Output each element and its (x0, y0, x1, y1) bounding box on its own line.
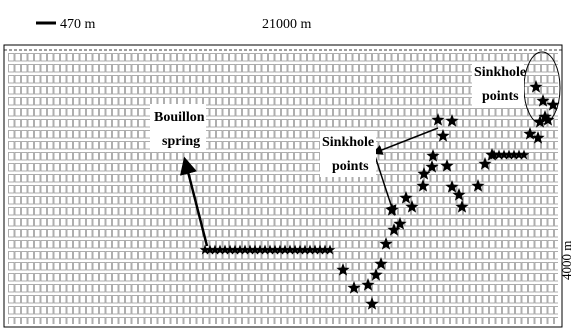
star-icon (214, 244, 226, 255)
bouillon-label-bg (150, 104, 206, 152)
star-icon (369, 268, 383, 281)
star-icon (493, 149, 505, 160)
sinkhole-right-label-bg (472, 62, 524, 108)
star-icon (324, 244, 336, 255)
star-icon (219, 244, 231, 255)
star-icon (536, 94, 550, 107)
star-icon (498, 149, 510, 160)
star-icon (304, 244, 316, 255)
star-icon (274, 244, 286, 255)
bouillon-label-line2: spring (162, 134, 200, 149)
star-icon (379, 237, 393, 250)
star-icon (314, 244, 326, 255)
model-height-label: 4000 m (559, 241, 573, 280)
star-icon (309, 244, 321, 255)
scale-bar-label: 470 m (60, 17, 96, 32)
star-icon (264, 244, 276, 255)
star-icon (361, 278, 375, 291)
star-icon (199, 244, 211, 255)
sinkhole-arrow-down (373, 152, 397, 216)
sinkhole-right-label-line2: points (482, 89, 519, 104)
sinkhole-right-label-line1: Sinkhole (474, 65, 526, 80)
star-icon (508, 149, 520, 160)
sinkhole-stars (199, 80, 560, 310)
star-icon (393, 217, 407, 230)
star-icon (289, 244, 301, 255)
star-icon (399, 191, 413, 204)
star-icon (445, 114, 459, 127)
star-icon (249, 244, 261, 255)
model-grid (8, 52, 558, 324)
star-icon (513, 149, 525, 160)
star-icon (294, 244, 306, 255)
star-icon (387, 223, 401, 236)
star-icon (503, 149, 515, 160)
star-icon (229, 244, 241, 255)
star-icon (336, 263, 350, 276)
star-icon (417, 167, 431, 180)
annotation-arrows (179, 127, 439, 247)
star-icon (374, 257, 388, 270)
bouillon-label-line1: Bouillon (154, 110, 205, 125)
star-icon (239, 244, 251, 255)
star-icon (234, 244, 246, 255)
sinkhole-mid-label-line1: Sinkhole (322, 135, 374, 150)
star-icon (471, 179, 485, 192)
star-icon (224, 244, 236, 255)
star-icon (426, 149, 440, 162)
star-icon (284, 244, 296, 255)
star-icon (269, 244, 281, 255)
bouillon-arrow (179, 156, 209, 247)
star-icon (209, 244, 221, 255)
star-icon (436, 129, 450, 142)
star-icon (244, 244, 256, 255)
star-icon (478, 157, 492, 170)
star-icon (299, 244, 311, 255)
star-icon (529, 80, 543, 93)
star-icon (259, 244, 271, 255)
star-icon (445, 180, 459, 193)
star-icon (319, 244, 331, 255)
star-icon (546, 98, 560, 111)
star-icon (425, 160, 439, 173)
star-icon (541, 113, 555, 126)
star-icon (531, 131, 545, 144)
star-icon (523, 127, 537, 140)
star-icon (405, 200, 419, 213)
star-icon (455, 200, 469, 213)
star-icon (204, 244, 216, 255)
star-icon (431, 113, 445, 126)
sinkhole-mid-label-line2: points (332, 159, 369, 174)
star-icon (518, 149, 530, 160)
model-width-label: 21000 m (262, 17, 312, 32)
sinkhole-mid-label-bg (320, 131, 376, 177)
star-icon (538, 110, 552, 123)
star-icon (416, 179, 430, 192)
star-icon (254, 244, 266, 255)
star-icon (279, 244, 291, 255)
sinkhole-arrow-right (372, 127, 439, 155)
star-icon (485, 148, 499, 161)
star-icon (365, 297, 379, 310)
star-icon (452, 188, 466, 201)
star-icon (533, 115, 547, 128)
star-icon (440, 159, 454, 172)
star-icon (347, 281, 361, 294)
